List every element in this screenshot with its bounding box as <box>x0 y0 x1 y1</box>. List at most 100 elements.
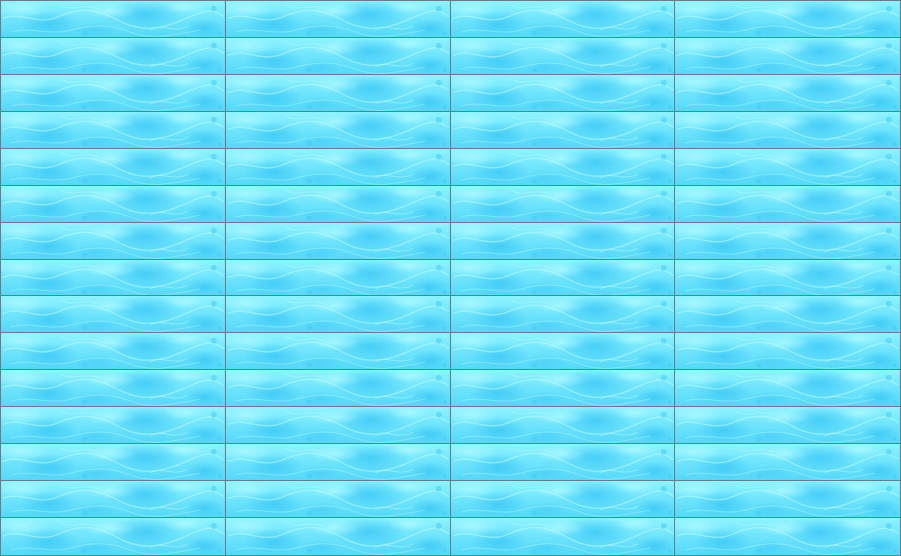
water-ripple-texture <box>225 481 450 518</box>
water-ripple-texture <box>1 370 225 407</box>
water-ripple-texture <box>225 333 450 370</box>
water-tile[interactable] <box>1 74 226 112</box>
water-ripple-texture <box>450 148 675 185</box>
water-tile[interactable] <box>675 111 900 149</box>
water-tile[interactable] <box>675 74 900 112</box>
water-tile[interactable] <box>675 444 900 482</box>
water-tile[interactable] <box>225 333 451 371</box>
water-ripple-texture <box>450 333 675 370</box>
water-tile[interactable] <box>450 74 676 112</box>
water-tile[interactable] <box>675 1 900 38</box>
water-tile[interactable] <box>675 481 900 519</box>
water-tile[interactable] <box>675 37 900 75</box>
water-ripple-texture <box>450 1 675 37</box>
water-ripple-texture <box>675 518 900 555</box>
water-ripple-texture <box>1 518 225 555</box>
water-tile[interactable] <box>225 407 451 445</box>
water-ripple-texture <box>450 444 675 481</box>
water-tile[interactable] <box>450 407 676 445</box>
water-tile[interactable] <box>1 185 226 223</box>
water-tile[interactable] <box>1 407 226 445</box>
water-tile[interactable] <box>1 1 226 38</box>
water-ripple-texture <box>675 481 900 518</box>
water-tile[interactable] <box>1 333 226 371</box>
water-tile[interactable] <box>675 518 900 555</box>
water-tile[interactable] <box>1 148 226 186</box>
water-tile[interactable] <box>450 37 676 75</box>
water-tile[interactable] <box>225 111 451 149</box>
water-tile[interactable] <box>225 259 451 297</box>
water-ripple-texture <box>675 148 900 185</box>
water-tile[interactable] <box>1 37 226 75</box>
water-tile[interactable] <box>225 74 451 112</box>
water-tile[interactable] <box>225 148 451 186</box>
water-ripple-texture <box>225 74 450 111</box>
water-tile[interactable] <box>450 185 676 223</box>
water-tile[interactable] <box>1 444 226 482</box>
water-ripple-texture <box>1 259 225 296</box>
water-tile[interactable] <box>450 111 676 149</box>
water-tile[interactable] <box>675 407 900 445</box>
water-ripple-texture <box>450 370 675 407</box>
water-tile[interactable] <box>675 148 900 186</box>
water-tile[interactable] <box>1 111 226 149</box>
water-tile[interactable] <box>1 296 226 334</box>
water-ripple-texture <box>1 222 225 259</box>
water-ripple-texture <box>675 407 900 444</box>
water-ripple-texture <box>675 74 900 111</box>
water-tile[interactable] <box>225 185 451 223</box>
water-tile[interactable] <box>450 222 676 260</box>
water-tile[interactable] <box>450 333 676 371</box>
water-tile[interactable] <box>1 370 226 408</box>
water-ripple-texture <box>675 222 900 259</box>
water-tile[interactable] <box>225 222 451 260</box>
water-tile[interactable] <box>450 1 676 38</box>
water-ripple-texture <box>450 185 675 222</box>
water-tile[interactable] <box>675 333 900 371</box>
water-ripple-texture <box>675 1 900 37</box>
water-ripple-texture <box>450 37 675 74</box>
water-tile[interactable] <box>225 518 451 555</box>
water-tile[interactable] <box>1 259 226 297</box>
water-tile[interactable] <box>225 296 451 334</box>
water-ripple-texture <box>450 222 675 259</box>
water-tile[interactable] <box>225 370 451 408</box>
water-tile[interactable] <box>675 185 900 223</box>
water-tile[interactable] <box>450 481 676 519</box>
water-ripple-texture <box>675 259 900 296</box>
water-tile[interactable] <box>450 296 676 334</box>
water-ripple-texture <box>1 296 225 333</box>
water-ripple-texture <box>450 74 675 111</box>
water-tile[interactable] <box>450 444 676 482</box>
water-ripple-texture <box>450 296 675 333</box>
water-tile[interactable] <box>675 370 900 408</box>
water-ripple-texture <box>225 185 450 222</box>
water-ripple-texture <box>675 37 900 74</box>
water-tile[interactable] <box>450 370 676 408</box>
water-tile[interactable] <box>1 481 226 519</box>
water-ripple-texture <box>1 37 225 74</box>
water-tile[interactable] <box>675 259 900 297</box>
water-tile[interactable] <box>450 518 676 555</box>
water-ripple-texture <box>1 444 225 481</box>
water-tile[interactable] <box>675 222 900 260</box>
water-ripple-texture <box>225 37 450 74</box>
water-tile[interactable] <box>225 1 451 38</box>
water-tile[interactable] <box>225 481 451 519</box>
water-tile[interactable] <box>675 296 900 334</box>
water-ripple-texture <box>1 333 225 370</box>
water-tile[interactable] <box>450 148 676 186</box>
water-tile[interactable] <box>450 259 676 297</box>
water-ripple-texture <box>225 370 450 407</box>
water-ripple-texture <box>225 444 450 481</box>
water-tile[interactable] <box>1 518 226 555</box>
water-tile[interactable] <box>225 444 451 482</box>
water-ripple-texture <box>675 333 900 370</box>
water-tile[interactable] <box>225 37 451 75</box>
water-ripple-texture <box>450 111 675 148</box>
water-ripple-texture <box>225 518 450 555</box>
water-ripple-texture <box>1 148 225 185</box>
water-ripple-texture <box>675 444 900 481</box>
water-tile[interactable] <box>1 222 226 260</box>
